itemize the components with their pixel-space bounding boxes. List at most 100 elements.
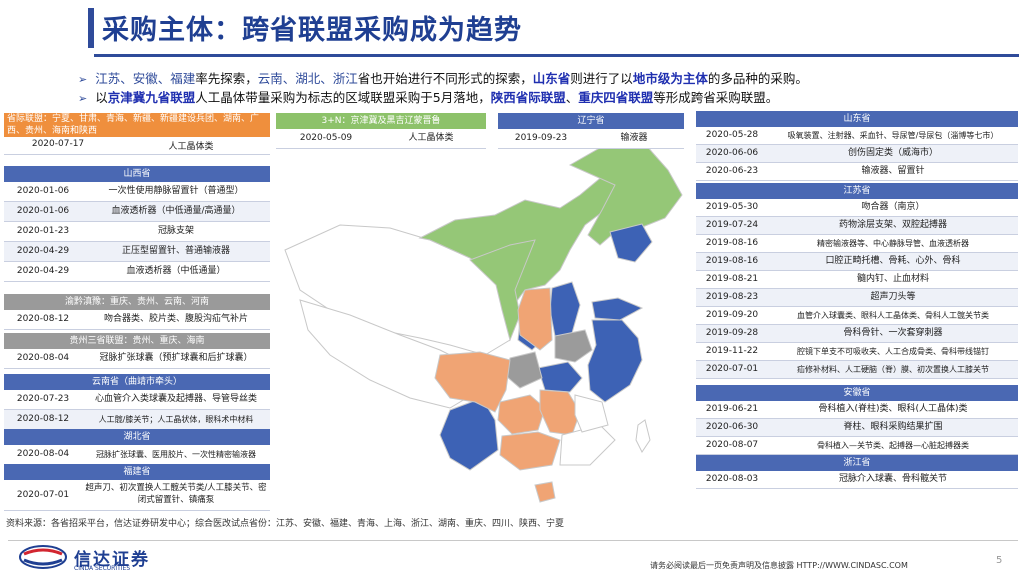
table-cell-date: 2020-08-12 — [16, 414, 70, 424]
table-cell-date: 2020-05-28 — [705, 130, 759, 140]
table-cell-date: 2020-05-09 — [299, 133, 353, 143]
table-cell-date: 2020-01-23 — [16, 226, 70, 236]
bullet-2-text-a: 以 — [95, 90, 108, 105]
table-cell-item: 骨科植入—关节类、起搏器—心脏起搏器类 — [817, 441, 969, 450]
map-region-guangxi-orange — [499, 431, 561, 471]
title-accent-bar — [88, 8, 94, 48]
bullet-arrow-icon: ➢ — [78, 73, 88, 86]
table-cell-item: 吸氧装置、注射器、采血针、导尿管/导尿包（淄博等七市） — [787, 131, 999, 140]
table-cell-item: 输液器 — [620, 133, 648, 143]
table-cell-item: 超声刀头等 — [870, 292, 916, 302]
table-liaoning: 辽宁省 2019-09-23 输液器 — [498, 113, 684, 149]
map-region-shanxi-blue — [549, 281, 581, 341]
bullet-arrow-icon: ➢ — [78, 92, 88, 105]
table-cell-date: 2020-07-23 — [16, 394, 70, 404]
footer-divider — [8, 540, 1018, 541]
table-cell-date: 2019-08-16 — [705, 256, 759, 266]
table-cell-item: 骨科骨针、一次套穿刺器 — [843, 328, 943, 338]
table-cell-item: 冠脉支架 — [157, 226, 194, 236]
table-cell-date: 2020-04-29 — [16, 266, 70, 276]
map-region-taiwan — [635, 419, 651, 453]
table-zhejiang: 浙江省 2020-08-03 冠脉介入球囊、骨科髋关节 — [696, 455, 1018, 489]
table-cell-date: 2019-08-16 — [705, 238, 759, 248]
bullet-1-text-f: 则进行了以 — [570, 71, 633, 86]
table-cell-item: 心血管介入类球囊及起搏器、导管导丝类 — [94, 394, 257, 404]
bullet-2-text-b: 京津冀九省联盟 — [107, 90, 196, 105]
bullet-1-text-g: 地市级为主体 — [632, 71, 708, 86]
map-region-guizhou-orange — [497, 394, 546, 435]
bullet-1: ➢ 江苏、安徽、福建率先探索，云南、湖北、浙江省也开始进行不同形式的探索，山东省则… — [78, 68, 808, 87]
map-region-hunan-orange — [539, 389, 581, 436]
map-region-hainan-orange — [534, 481, 556, 503]
table-cell-date: 2020-08-07 — [705, 440, 759, 450]
table-header: 湖北省 — [4, 429, 270, 445]
table-jiangsu: 江苏省 2019-05-30 吻合器（南京） 2019-07-24 药物涂层支架、双… — [696, 183, 1018, 379]
table-cell-date: 2019-09-20 — [705, 310, 759, 320]
table-cell-item: 超声刀、初次置换人工髋关节类/人工膝关节、密闭式留置针、镇痛泵 — [85, 483, 267, 505]
bullet-1-text-e: 山东省 — [532, 71, 571, 86]
table-provincial-alliance: 省际联盟：宁夏、甘肃、青海、新疆、新疆建设兵团、湖南、广西、贵州、海南和陕西 2… — [4, 113, 270, 155]
table-cell-item: 正压型留置针、普通输液器 — [121, 246, 230, 256]
table-cell-item: 血液透析器（中低通量） — [126, 266, 226, 276]
table-cell-date: 2020-08-12 — [16, 314, 70, 324]
source-note: 资料来源：各省招采平台，信达证券研发中心；综合医改试点省份：江苏、安徽、福建、青… — [6, 519, 565, 529]
table-cell-date: 2019-07-24 — [705, 220, 759, 230]
table-header: 山东省 — [696, 111, 1018, 127]
table-cell-date: 2020-07-01 — [705, 364, 759, 374]
table-header: 山西省 — [4, 166, 270, 182]
table-cell-date: 2020-07-01 — [16, 490, 70, 500]
table-cell-item: 一次性使用静脉留置针（普通型） — [108, 186, 244, 196]
table-cell-item: 吻合器（南京） — [861, 202, 925, 212]
table-shanxi: 山西省 2020-01-06 一次性使用静脉留置针（普通型） 2020-01-06… — [4, 166, 270, 282]
table-header: 安徽省 — [696, 385, 1018, 401]
table-yunnan: 云南省（曲靖市牵头） 2020-07-23 心血管介入类球囊及起搏器、导管导丝类 … — [4, 374, 270, 430]
page-number: 5 — [996, 555, 1003, 566]
table-cell-item: 冠脉扩张球囊、医用胶片、一次性精密输液器 — [96, 450, 256, 459]
table-cell-item: 疝修补材料、人工硬脑（脊）膜、初次置换人工膝关节 — [797, 365, 989, 374]
table-header: 辽宁省 — [498, 113, 684, 129]
table-cell-date: 2019-09-23 — [514, 133, 568, 143]
cinda-logo-icon — [19, 545, 67, 569]
table-yuqiandian: 渝黔滇豫：重庆、贵州、云南、河南 2020-08-12 吻合器类、胶片类、腹股沟疝… — [4, 294, 270, 330]
table-cell-date: 2020-08-04 — [16, 353, 70, 363]
table-header: 浙江省 — [696, 455, 1018, 471]
bullet-2-text-d: 陕西省际联盟 — [490, 90, 566, 105]
table-cell-item: 输液器、留置针 — [861, 166, 925, 176]
map-region-shaanxi-orange — [517, 287, 553, 351]
map-region-hubei-blue — [537, 361, 583, 393]
table-fujian: 福建省 2020-07-01 超声刀、初次置换人工髋关节类/人工膝关节、密闭式留置… — [4, 464, 270, 511]
table-header: 省际联盟：宁夏、甘肃、青海、新疆、新疆建设兵团、湖南、广西、贵州、海南和陕西 — [4, 113, 270, 137]
table-cell-item: 口腔正畸托槽、骨耗、心外、骨科 — [825, 256, 961, 266]
table-cell-item: 髓内钉、止血材料 — [856, 274, 929, 284]
bullet-2: ➢ 以京津冀九省联盟人工晶体带量采购为标志的区域联盟采购于5月落地，陕西省际联盟、… — [78, 87, 778, 106]
table-cell-item: 药物涂层支架、双腔起搏器 — [838, 220, 947, 230]
map-region-sichuan-orange — [434, 351, 511, 413]
table-cell-date: 2019-06-21 — [705, 404, 759, 414]
table-cell-item: 骨科植入(脊柱)类、眼科(人工晶体)类 — [818, 404, 968, 414]
table-cell-date: 2019-05-30 — [705, 202, 759, 212]
bullet-1-text-d: 省也开始进行不同形式的探索， — [357, 71, 533, 86]
bullet-2-text-e: 、 — [565, 90, 579, 105]
table-cell-item: 冠脉扩张球囊（预扩球囊和后扩球囊） — [99, 353, 253, 363]
map-region-shandong-blue — [591, 297, 644, 321]
bullet-2-text-c: 人工晶体带量采购为标志的区域联盟采购于5月落地， — [195, 90, 491, 105]
table-cell-date: 2020-01-06 — [16, 206, 70, 216]
table-cell-item: 精密输液器等、中心静脉导管、血液透析器 — [817, 239, 969, 248]
footer-disclaimer: 请务必阅读最后一页免责声明及信息披露 HTTP://WWW.CINDASC.CO… — [650, 561, 908, 570]
table-cell-item: 人工晶体类 — [408, 133, 454, 143]
map-region-henan-gray — [554, 329, 593, 363]
logo-subtext: CINDA SECURITIES — [74, 565, 131, 572]
table-cell-item: 人工髋/膝关节；人工晶状体，眼科术中材料 — [98, 415, 254, 424]
map-region-chongqing-gray — [505, 351, 543, 389]
table-cell-item: 血管介入球囊类、眼科人工晶体类、骨科人工髋关节类 — [797, 311, 989, 320]
table-cell-date: 2020-06-30 — [705, 422, 759, 432]
table-shandong: 山东省 2020-05-28 吸氧装置、注射器、采血针、导尿管/导尿包（淄博等七市… — [696, 111, 1018, 181]
map-region-east-blue — [587, 319, 643, 403]
table-header: 贵州三省联盟：贵州、重庆、海南 — [4, 333, 270, 349]
bullet-2-text-f: 重庆四省联盟 — [578, 90, 654, 105]
table-cell-date: 2020-06-06 — [705, 148, 759, 158]
table-cell-item: 脊柱、眼科采购结果扩围 — [843, 422, 943, 432]
bullet-1-text-h: 的多品种的采购。 — [707, 71, 808, 86]
table-header: 3+N：京津冀及黑吉辽蒙晋鲁 — [276, 113, 486, 129]
table-cell-item: 创伤固定类（威海市） — [847, 148, 938, 158]
